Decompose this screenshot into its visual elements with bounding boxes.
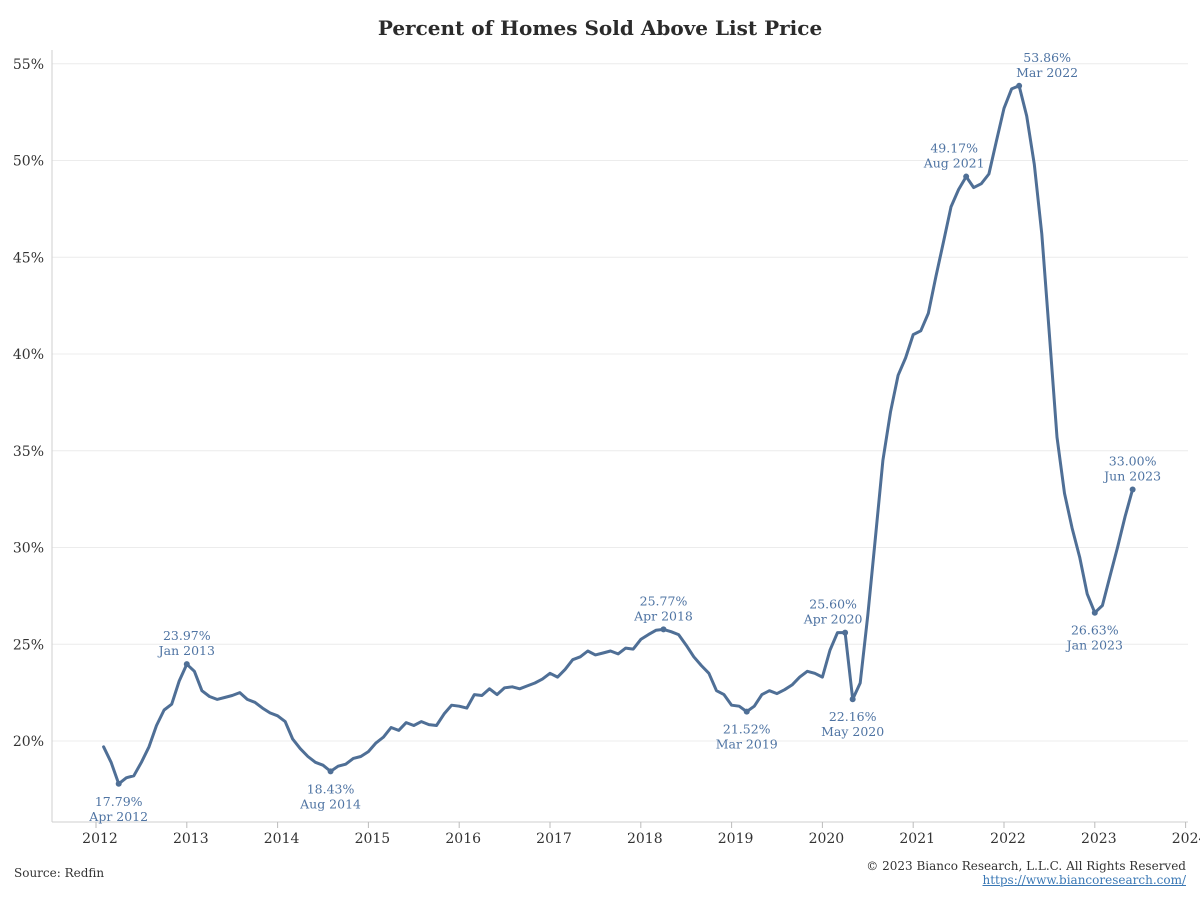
x-tick-label: 2024: [1172, 831, 1200, 847]
axes: [51, 50, 1188, 828]
annotation-marker: [115, 780, 122, 787]
annotation-value-label: 18.43%: [307, 781, 355, 796]
y-tick-label: 20%: [13, 734, 44, 750]
y-tick-label: 55%: [13, 57, 44, 73]
y-tick-label: 40%: [13, 347, 44, 363]
annotation-value-label: 49.17%: [930, 141, 978, 156]
annotation-value-label: 25.60%: [809, 597, 857, 612]
x-tick-label: 2015: [355, 831, 391, 847]
annotation-date-label: Apr 2012: [88, 809, 148, 824]
annotation-value-label: 25.77%: [640, 593, 688, 608]
series: [102, 84, 1135, 786]
source-note: Source: Redfin: [14, 866, 105, 880]
x-tick-label: 2022: [990, 831, 1026, 847]
annotation-date-label: Aug 2014: [299, 796, 361, 811]
annotation-marker: [743, 708, 750, 715]
annotation-value-label: 33.00%: [1109, 453, 1157, 468]
y-tick-label: 35%: [13, 444, 44, 460]
annotation-marker: [183, 661, 190, 668]
annotation-marker: [1016, 82, 1023, 89]
y-tick-label: 30%: [13, 541, 44, 557]
y-tick-label: 25%: [13, 637, 44, 653]
y-tick-label: 50%: [13, 154, 44, 170]
annotation-marker: [842, 629, 849, 636]
annotation-value-label: 21.52%: [723, 722, 771, 737]
annotation-date-label: Mar 2022: [1016, 65, 1078, 80]
annotation-value-label: 26.63%: [1071, 623, 1119, 638]
x-tick-label: 2017: [536, 831, 572, 847]
series-line: [102, 84, 1135, 786]
annotation-date-label: Jun 2023: [1102, 468, 1161, 483]
annotation-marker: [660, 626, 667, 633]
annotation-date-label: Apr 2020: [803, 612, 863, 627]
x-tick-label: 2018: [627, 831, 663, 847]
annotation-date-label: Jan 2023: [1065, 638, 1123, 653]
annotation-date-label: May 2020: [821, 724, 884, 739]
annotation-date-label: Aug 2021: [923, 156, 985, 171]
x-tick-label: 2012: [82, 831, 118, 847]
annotation-marker: [327, 768, 334, 775]
x-tick-label: 2014: [264, 831, 300, 847]
annotation-date-label: Jan 2013: [157, 643, 215, 658]
annotation-value-label: 53.86%: [1023, 50, 1071, 65]
x-tick-label: 2020: [809, 831, 845, 847]
x-tick-label: 2023: [1081, 831, 1117, 847]
annotation-marker: [1129, 486, 1136, 493]
x-tick-label: 2013: [173, 831, 209, 847]
annotation-marker: [849, 696, 856, 703]
x-tick-labels: 2012 2013 2014 2015 2016 2017 2018 2019 2020 2021…: [82, 831, 1200, 847]
x-tick-label: 2019: [718, 831, 754, 847]
y-tick-labels: 20% 25% 30% 35% 40% 45% 50% 55%: [13, 57, 44, 750]
y-tick-label: 45%: [13, 250, 44, 266]
annotation-marker: [963, 173, 970, 180]
annotation-value-label: 17.79%: [95, 794, 143, 809]
chart-title: Percent of Homes Sold Above List Price: [377, 16, 823, 40]
gridlines: [52, 63, 1188, 742]
annotation-marker: [1091, 609, 1098, 616]
x-tick-label: 2021: [899, 831, 935, 847]
annotation-date-label: Apr 2018: [633, 608, 693, 623]
annotation-value-label: 22.16%: [829, 709, 877, 724]
x-tick-label: 2016: [445, 831, 481, 847]
annotation-value-label: 23.97%: [163, 628, 211, 643]
website-link[interactable]: https://www.biancoresearch.com/: [982, 873, 1186, 887]
copyright-note: © 2023 Bianco Research, L.L.C. All Right…: [866, 859, 1186, 873]
annotation-date-label: Mar 2019: [716, 737, 778, 752]
